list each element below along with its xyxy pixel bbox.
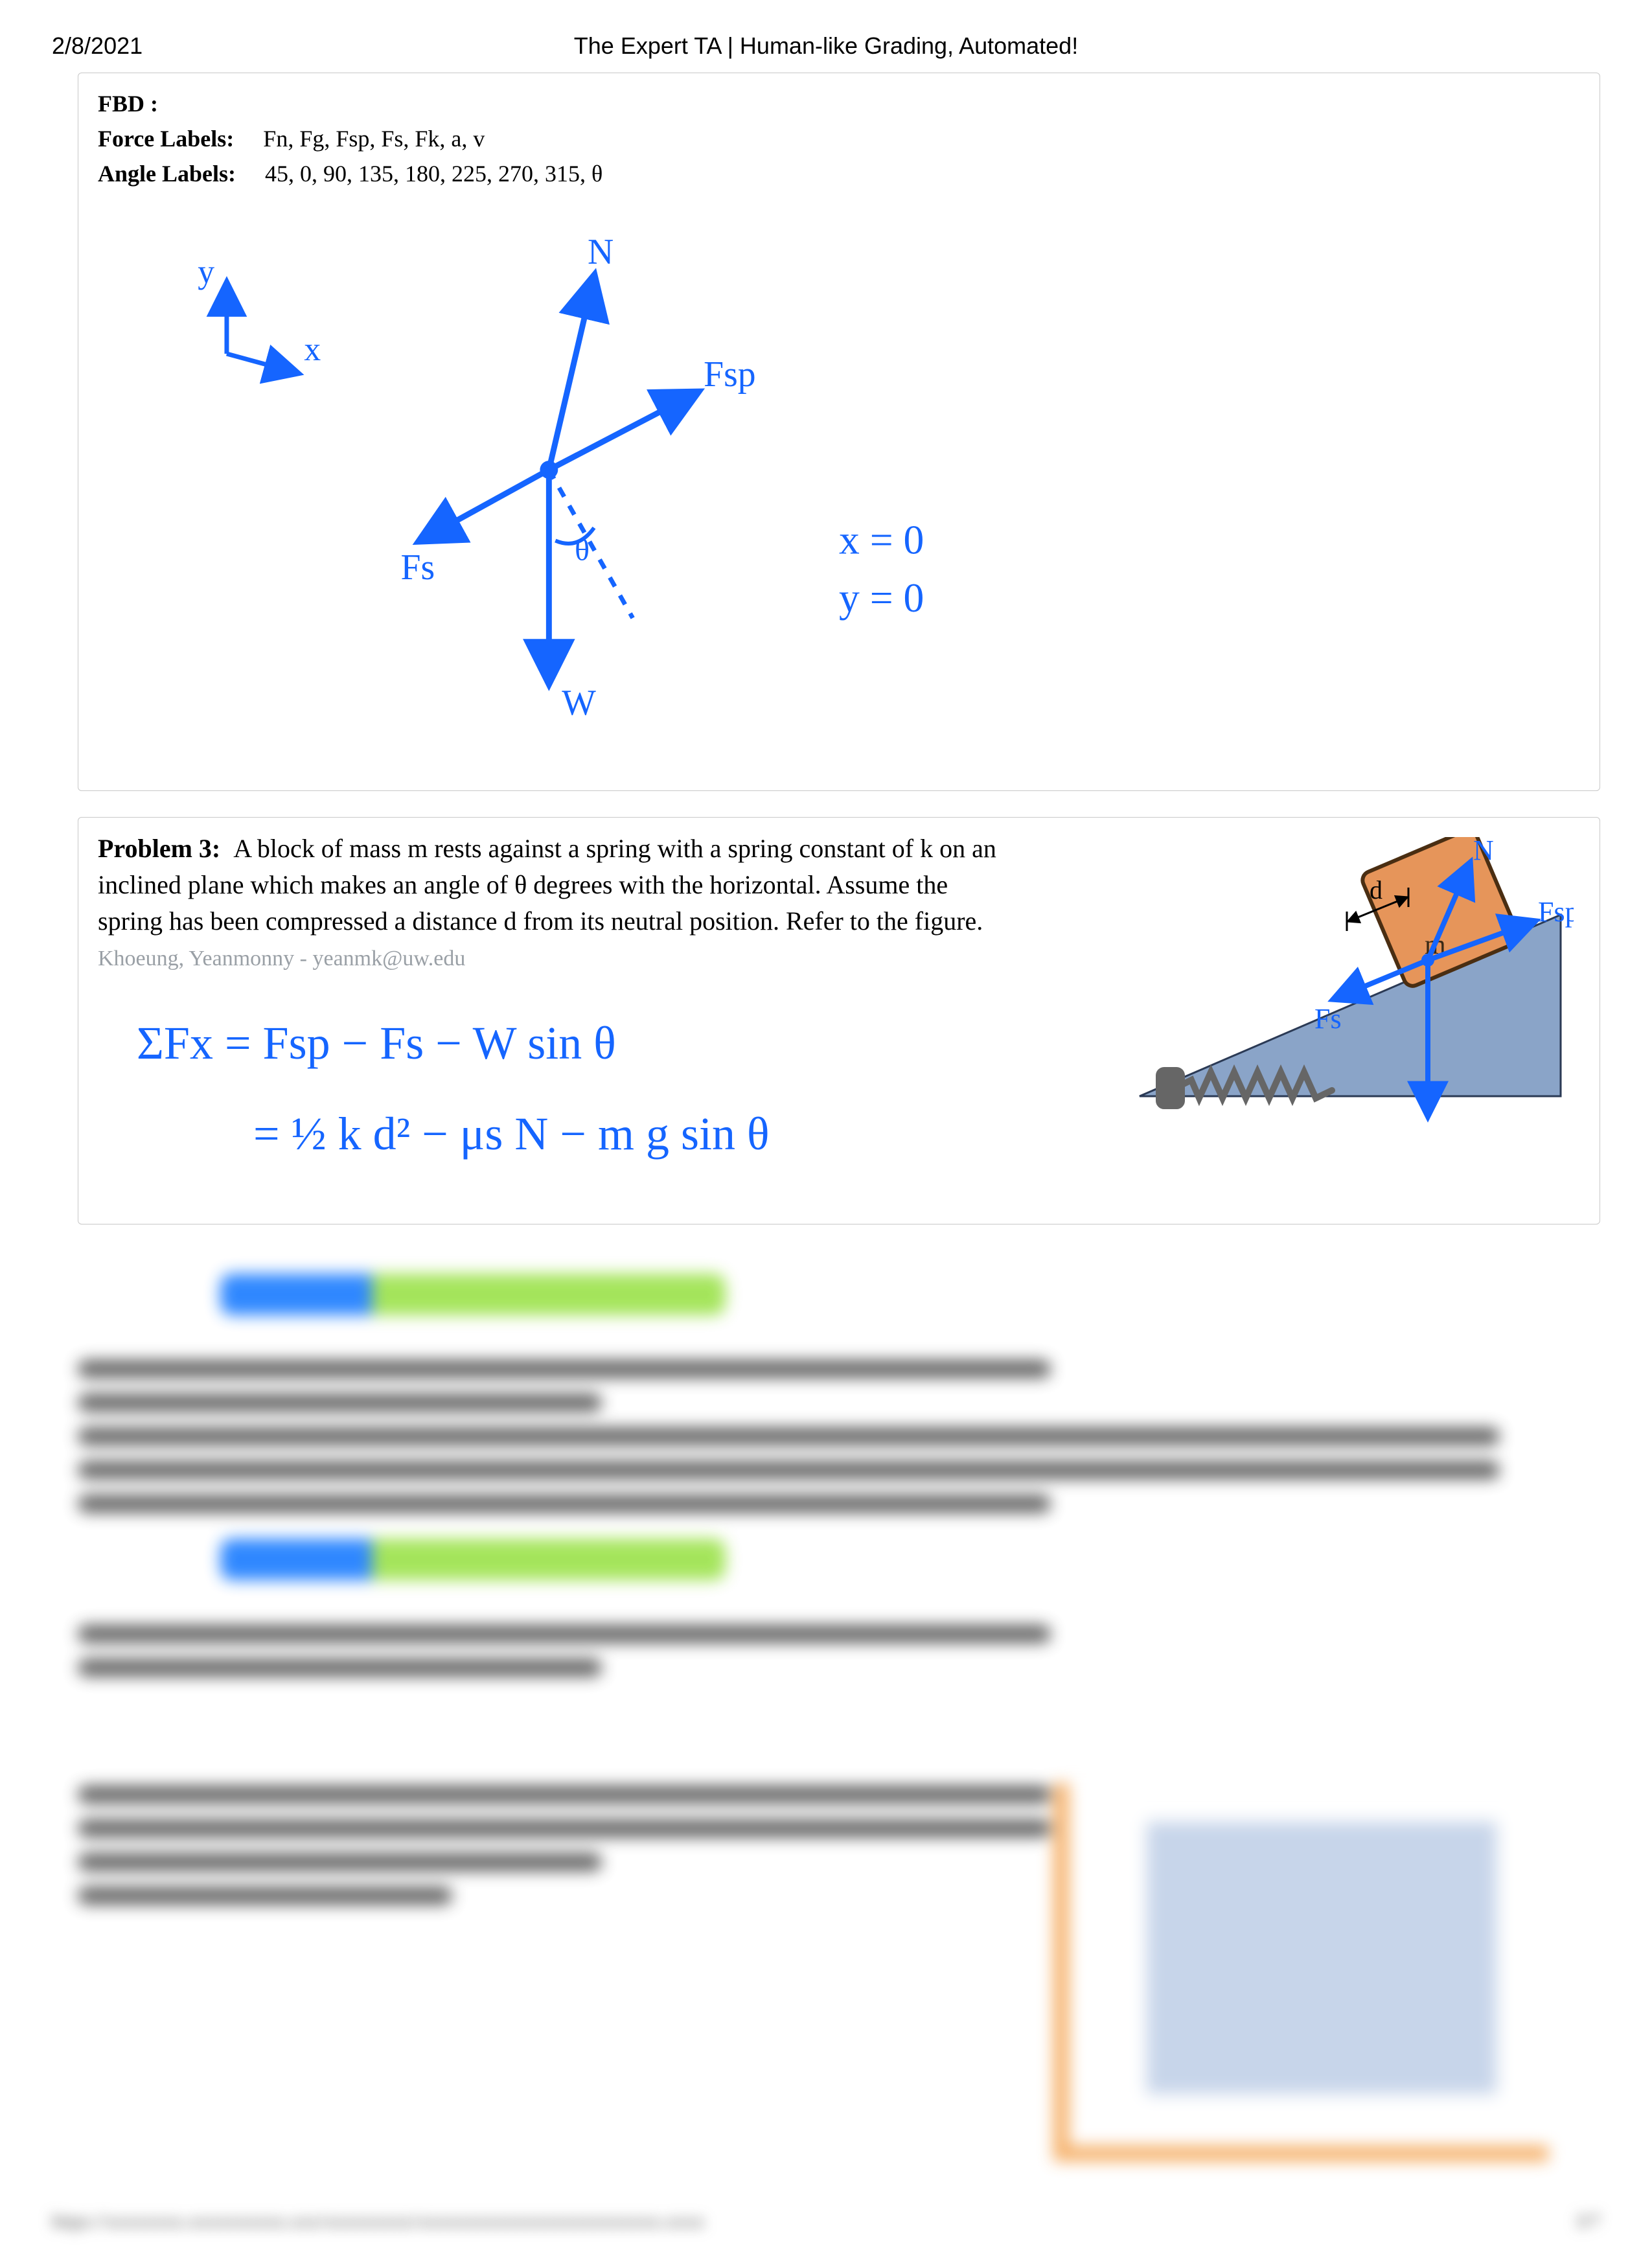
vec-fsp-label: Fsp [704,354,756,395]
angle-label: θ [575,533,590,567]
highlight-bar-1 [220,1274,726,1315]
blur-line [78,1887,452,1905]
blur-line [78,1853,602,1871]
note-y: y = 0 [839,575,924,621]
angle-labels-label: Angle Labels: [98,161,236,187]
problem3-text: Problem 3: A block of mass m rests again… [98,831,1102,974]
fbd-panel: FBD : Force Labels: Fn, Fg, Fsp, Fs, Fk,… [78,73,1600,791]
header-date: 2/8/2021 [52,32,246,60]
angle-labels: 45, 0, 90, 135, 180, 225, 270, 315, θ [265,161,602,187]
work-line1: ΣFx = Fsp − Fs − W sin θ [137,1017,616,1069]
fbd-diagram: y x N Fsp Fs W θ x [98,191,1580,774]
problem3-line1: A block of mass m rests against a spring… [233,834,996,863]
problem3-figure: d m N Fsp Fs [1120,837,1574,1148]
fbd-labels: FBD : Force Labels: Fn, Fg, Fsp, Fs, Fk,… [98,86,1580,191]
blur-line [78,1495,1051,1513]
axis-y-label: y [198,254,214,291]
blur-line [78,1360,1051,1378]
header-title: The Expert TA | Human-like Grading, Auto… [246,32,1406,60]
note-x: x = 0 [839,516,924,562]
axis-x-label: x [304,331,321,368]
blur-line [78,1786,1051,1804]
print-footer: https://xxxxxxxx.xxxxxxxxxx.xxx/xxxxxxxx… [52,2211,1600,2233]
problem3-title: Problem 3: [98,834,220,863]
highlight-bar-2 [220,1539,726,1580]
d-label: d [1370,875,1382,904]
blur-line [78,1625,1051,1643]
force-labels-label: Force Labels: [98,126,234,152]
footer-page: 3/7 [1576,2211,1600,2233]
fbd-label: FBD : [98,91,158,117]
footer-url: https://xxxxxxxx.xxxxxxxxxx.xxx/xxxxxxxx… [52,2211,705,2233]
xy-axes-icon [227,283,297,373]
blur-line [78,1819,1051,1837]
vec-n-label: N [588,232,614,272]
fig-fs-label: Fs [1314,1003,1342,1035]
work-line2: = ½ k d² − μs N − m g sin θ [253,1108,770,1160]
blur-line [78,1659,602,1677]
student-info: Khoeung, Yeanmonny - yeanmk@uw.edu [98,943,1102,974]
problem3-line2: inclined plane which makes an angle of θ… [98,870,948,899]
blurred-figure [1053,1783,1548,2161]
page: 2/8/2021 The Expert TA | Human-like Grad… [0,0,1652,2252]
handwritten-work: ΣFx = Fsp − Fs − W sin θ = ½ k d² − μs N… [98,987,1134,1201]
fig-fsp-label: Fsp [1538,896,1574,928]
problem3-panel: Problem 3: A block of mass m rests again… [78,817,1600,1224]
fig-n-label: N [1473,837,1494,866]
header-spacer [1406,32,1600,60]
problem3-line3: spring has been compressed a distance d … [98,906,983,936]
force-labels: Fn, Fg, Fsp, Fs, Fk, a, v [263,126,485,152]
fbd-vectors [420,277,697,683]
blurred-content [78,1263,1574,2187]
blur-line [78,1427,1500,1445]
blur-line [78,1461,1500,1479]
vec-fs-label: Fs [401,547,435,588]
blur-line [78,1394,602,1412]
print-header: 2/8/2021 The Expert TA | Human-like Grad… [52,32,1600,60]
vec-w-label: W [562,683,596,723]
